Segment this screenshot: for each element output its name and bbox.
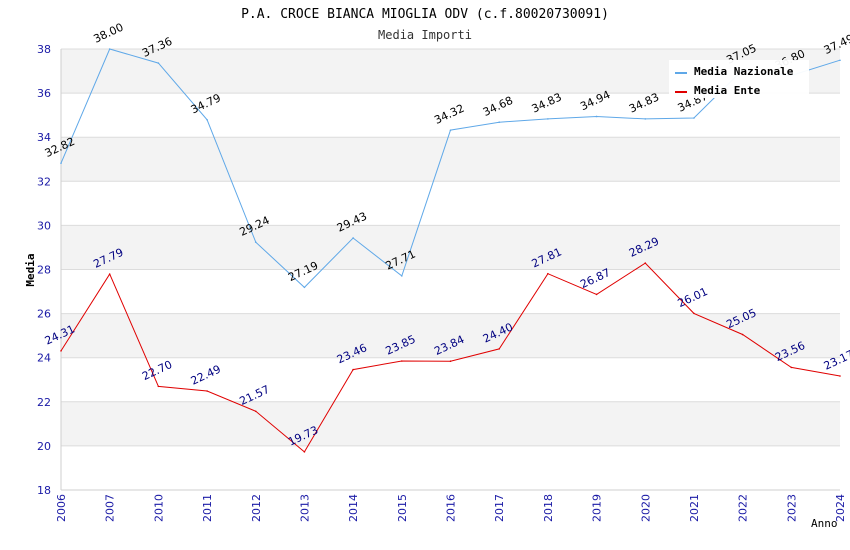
x-tick-label: 2024: [834, 494, 847, 522]
data-point: [693, 312, 695, 315]
data-label: 38.00: [91, 21, 125, 46]
plot-band: [61, 357, 840, 402]
x-tick-label: 2006: [55, 494, 68, 522]
x-tick-label: 2018: [542, 494, 555, 522]
x-axis-label: Anno: [811, 517, 838, 530]
x-tick-label: 2023: [785, 494, 798, 522]
data-point: [498, 121, 500, 124]
data-point: [693, 117, 695, 119]
x-tick-label: 2016: [445, 494, 458, 522]
data-point: [449, 360, 452, 363]
y-tick-label: 24: [37, 352, 51, 365]
data-point: [108, 48, 111, 50]
chart-title: P.A. CROCE BIANCA MIOGLIA ODV (c.f.80020…: [241, 7, 609, 22]
x-tick-label: 2007: [104, 494, 117, 522]
data-point: [303, 451, 306, 453]
y-tick-label: 22: [37, 396, 51, 409]
plot-band: [61, 445, 840, 490]
data-point: [839, 375, 841, 377]
y-tick-label: 28: [37, 264, 51, 277]
data-point: [401, 360, 403, 362]
data-point: [401, 275, 403, 277]
x-tick-label: 2021: [688, 494, 701, 522]
plot-band: [61, 137, 840, 182]
data-point: [595, 293, 598, 296]
legend-box: [669, 60, 809, 98]
data-point: [352, 368, 354, 371]
y-tick-label: 20: [37, 440, 51, 453]
data-point: [60, 350, 62, 352]
legend: Media Nazionale Media Ente: [669, 60, 809, 98]
x-tick-label: 2010: [152, 494, 165, 522]
y-tick-label: 38: [37, 43, 51, 56]
data-point: [352, 237, 354, 239]
data-point: [547, 118, 549, 120]
data-point: [303, 286, 306, 289]
data-point: [206, 390, 208, 392]
data-point: [60, 162, 62, 165]
series-lines: [60, 48, 841, 453]
y-axis-label: Media: [24, 253, 37, 286]
x-tick-label: 2017: [493, 494, 506, 522]
legend-label-nazionale: Media Nazionale: [694, 65, 794, 78]
x-tick-label: 2022: [737, 494, 750, 522]
data-point: [839, 59, 841, 62]
data-point: [790, 366, 793, 369]
chart-subtitle: Media Importi: [378, 28, 472, 42]
y-tick-label: 18: [37, 484, 51, 497]
data-point: [498, 348, 500, 350]
data-point: [449, 129, 452, 131]
plot-band: [61, 181, 840, 226]
plot-band: [61, 269, 840, 314]
data-point: [547, 272, 549, 275]
legend-label-ente: Media Ente: [694, 84, 761, 97]
y-tick-label: 30: [37, 219, 51, 232]
x-tick-label: 2012: [250, 494, 263, 522]
axes: [60, 49, 840, 491]
plot-band: [61, 225, 840, 270]
y-tick-label: 26: [37, 308, 51, 321]
data-point: [206, 118, 208, 121]
data-point: [254, 410, 257, 413]
x-tick-label: 2011: [201, 494, 214, 522]
y-tick-label: 36: [37, 87, 51, 100]
data-point: [595, 115, 598, 118]
data-point: [108, 273, 111, 275]
data-point: [254, 241, 257, 243]
data-point: [157, 62, 160, 64]
x-tick-label: 2015: [396, 494, 409, 522]
x-tick-label: 2020: [639, 494, 652, 522]
data-point: [157, 385, 160, 388]
y-tick-label: 32: [37, 175, 51, 188]
x-tick-label: 2013: [298, 494, 311, 522]
data-point: [741, 333, 744, 336]
plot-band: [61, 401, 840, 446]
y-tick-label: 34: [37, 131, 51, 144]
data-point: [644, 262, 647, 264]
x-tick-label: 2019: [591, 494, 604, 522]
data-point: [644, 118, 647, 120]
x-tick-label: 2014: [347, 494, 360, 522]
